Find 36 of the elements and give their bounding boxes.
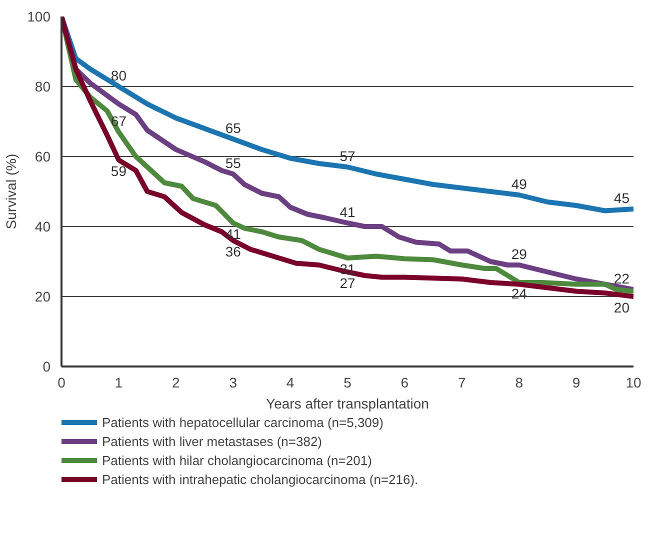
annotation: 31	[340, 261, 356, 277]
x-tick-label: 0	[58, 374, 66, 390]
annotation: 55	[225, 155, 242, 171]
x-tick-label: 5	[344, 374, 352, 390]
y-tick-label: 100	[27, 8, 51, 24]
legend-label: Patients with hepatocellular carcinoma (n=5,309)	[102, 414, 384, 430]
annotation: 27	[340, 275, 356, 291]
x-tick-label: 7	[458, 374, 466, 390]
legend-label: Patients with intrahepatic cholangiocarcinoma (n=216).	[102, 471, 418, 487]
x-tick-label: 3	[229, 374, 238, 390]
y-tick-label: 80	[34, 78, 51, 94]
annotation: 22	[614, 270, 630, 286]
x-tick-label: 4	[286, 374, 294, 390]
annotation: 49	[511, 176, 528, 192]
x-tick-label: 10	[626, 374, 642, 390]
annotation: 41	[340, 204, 356, 220]
annotation: 45	[614, 190, 630, 206]
y-axis-title: Survival (%)	[3, 154, 20, 230]
y-tick-label: 60	[34, 148, 51, 164]
y-tick-label: 20	[34, 288, 51, 304]
annotation: 20	[614, 300, 630, 316]
x-tick-label: 6	[400, 374, 409, 390]
x-tick-label: 8	[515, 374, 524, 390]
x-tick-label: 9	[572, 374, 580, 390]
annotation: 80	[110, 68, 127, 84]
annotation: 59	[110, 163, 127, 179]
x-axis-title: Years after transplantation	[266, 396, 429, 412]
legend-label: Patients with hilar cholangiocarcinoma (n=201)	[102, 452, 372, 468]
annotation: 36	[225, 244, 242, 260]
annotation: 29	[511, 246, 528, 262]
legend-label: Patients with liver metastases (n=382)	[102, 433, 322, 449]
x-tick-label: 1	[114, 374, 123, 390]
annotation: 65	[225, 120, 242, 136]
y-tick-label: 0	[42, 358, 51, 374]
y-tick-label: 40	[34, 218, 51, 234]
x-tick-label: 2	[172, 374, 180, 390]
